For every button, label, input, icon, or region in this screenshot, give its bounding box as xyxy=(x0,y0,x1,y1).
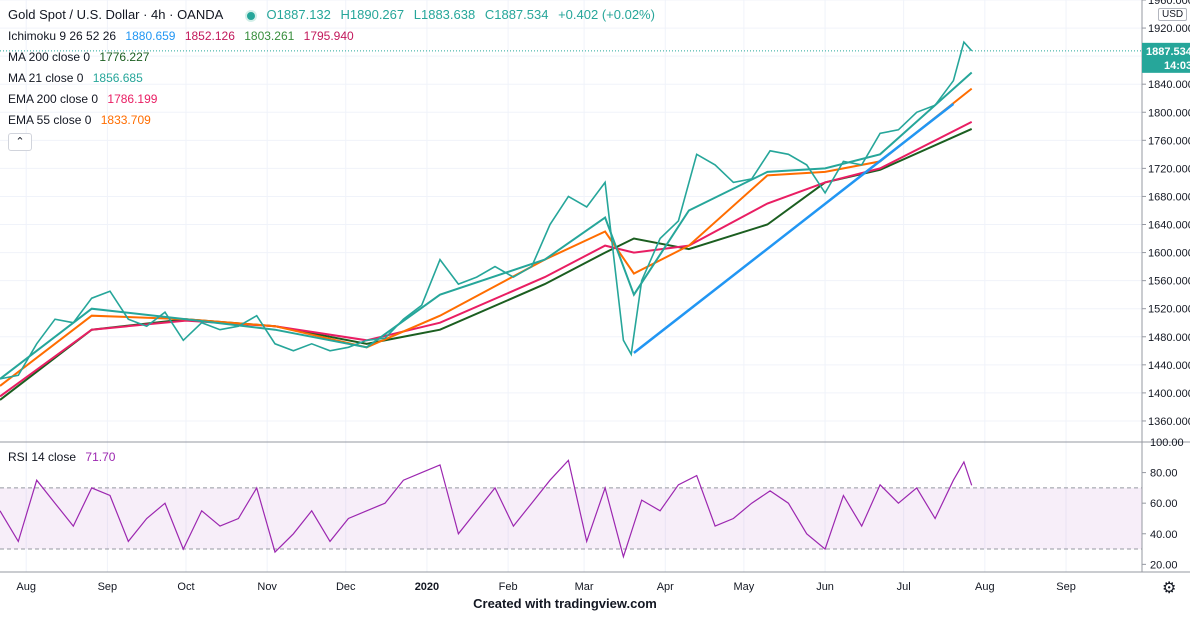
price-tick-label: 1960.000 xyxy=(1148,0,1190,7)
price-tick-label: 1840.000 xyxy=(1148,79,1190,91)
price-tick-label: 1640.000 xyxy=(1148,220,1190,232)
ohlc-low: L1883.638 xyxy=(413,7,476,22)
legend-rsi[interactable]: RSI 14 close 71.70 xyxy=(8,450,121,464)
ema200-label: EMA 200 close 0 xyxy=(8,92,99,106)
time-tick-label: Sep xyxy=(98,581,118,593)
ma200-value: 1776.227 xyxy=(99,50,150,64)
ma-line-ma-200-close-0 xyxy=(0,127,973,401)
ma21-label: MA 21 close 0 xyxy=(8,71,84,85)
price-tick-label: 1680.000 xyxy=(1148,191,1190,203)
legend-ma21[interactable]: MA 21 close 0 1856.685 xyxy=(8,71,149,85)
legend-ema200[interactable]: EMA 200 close 0 1786.199 xyxy=(8,92,163,106)
ma-line-ema-200-close-0 xyxy=(0,121,973,398)
legend-ma200[interactable]: MA 200 close 0 1776.227 xyxy=(8,50,155,64)
price-series-line xyxy=(0,40,973,380)
ema55-value: 1833.709 xyxy=(100,113,151,127)
currency-label[interactable]: USD xyxy=(1158,8,1188,21)
ema200-value: 1786.199 xyxy=(107,92,158,106)
rsi-tick-label: 20.00 xyxy=(1150,559,1178,571)
legend-ema55[interactable]: EMA 55 close 0 1833.709 xyxy=(8,113,157,127)
price-tick-label: 1760.000 xyxy=(1148,135,1190,147)
market-status-dot xyxy=(244,9,257,22)
ma-line-ema-55-close-0 xyxy=(0,87,973,387)
price-tick-label: 1720.000 xyxy=(1148,163,1190,175)
time-tick-label: Apr xyxy=(657,581,674,593)
price-tick-label: 1920.000 xyxy=(1148,23,1190,35)
time-axis[interactable]: Aug Sep Oct Nov Dec 2020 Feb Mar Apr May Jun Jul Aug… xyxy=(16,581,1075,593)
time-tick-label: Aug xyxy=(975,581,995,593)
last-price-value: 1887.534 xyxy=(1146,46,1190,58)
time-tick-label: Jun xyxy=(816,581,834,593)
time-tick-label: May xyxy=(733,581,754,593)
rsi-tick-label: 40.00 xyxy=(1150,529,1178,541)
footer-credit: Created with tradingview.com xyxy=(473,596,657,611)
ma-line-ma-21-close-0 xyxy=(0,71,973,380)
ichimoku-label: Ichimoku 9 26 52 26 xyxy=(8,29,117,43)
ohlc-open: O1887.132 xyxy=(266,7,331,22)
time-tick-label: Nov xyxy=(257,581,277,593)
rsi-tick-label: 60.00 xyxy=(1150,498,1178,510)
price-tick-label: 1520.000 xyxy=(1148,304,1190,316)
ichimoku-value-4: 1795.940 xyxy=(303,29,354,43)
rsi-tick-label: 80.00 xyxy=(1150,468,1178,480)
time-tick-label: Mar xyxy=(575,581,594,593)
chart-title-row: Gold Spot / U.S. Dollar · 4h · OANDA O18… xyxy=(8,7,661,22)
ohlc-close: C1887.534 xyxy=(484,7,549,22)
price-tick-label: 1400.000 xyxy=(1148,388,1190,400)
rsi-label: RSI 14 close xyxy=(8,450,77,464)
rsi-band-lines xyxy=(0,487,1142,550)
time-tick-label: Jul xyxy=(897,581,911,593)
ichimoku-value-2: 1852.126 xyxy=(184,29,235,43)
price-tick-label: 1480.000 xyxy=(1148,332,1190,344)
rsi-axis[interactable]: 20.00 40.00 60.00 80.00 100.00 xyxy=(1142,437,1184,571)
moving-average-lines xyxy=(0,71,973,401)
time-tick-label: Dec xyxy=(336,581,356,593)
symbol-title[interactable]: Gold Spot / U.S. Dollar · 4h · OANDA xyxy=(8,7,224,22)
rsi-band xyxy=(0,487,1142,550)
price-tick-label: 1600.000 xyxy=(1148,248,1190,260)
time-tick-label: 2020 xyxy=(415,581,439,593)
time-tick-label: Sep xyxy=(1056,581,1076,593)
rsi-value: 71.70 xyxy=(85,450,116,464)
ichimoku-value-1: 1880.659 xyxy=(125,29,176,43)
ohlc-high: H1890.267 xyxy=(340,7,405,22)
collapse-legend-button[interactable]: ⌃ xyxy=(8,133,32,151)
legend-ichimoku[interactable]: Ichimoku 9 26 52 26 1880.659 1852.126 18… xyxy=(8,29,360,43)
last-price-tag-bg xyxy=(1142,42,1190,73)
rsi-tick-label: 100.00 xyxy=(1150,437,1184,449)
bar-countdown: 14:03 xyxy=(1164,60,1190,72)
last-price-tag: 1887.534 14:03 xyxy=(1142,42,1190,73)
rsi-pane-grid xyxy=(25,442,1067,572)
ma21-value: 1856.685 xyxy=(92,71,143,85)
price-tick-label: 1560.000 xyxy=(1148,276,1190,288)
rsi-line xyxy=(0,459,973,559)
price-tick-label: 1440.000 xyxy=(1148,360,1190,372)
time-tick-label: Feb xyxy=(499,581,518,593)
time-tick-label: Aug xyxy=(16,581,36,593)
price-tick-label: 1800.000 xyxy=(1148,107,1190,119)
gear-icon[interactable]: ⚙ xyxy=(1162,580,1177,597)
ema55-label: EMA 55 close 0 xyxy=(8,113,92,127)
ma200-label: MA 200 close 0 xyxy=(8,50,91,64)
trendline[interactable] xyxy=(633,102,955,354)
ohlc-change: +0.402 (+0.02%) xyxy=(558,7,655,22)
main-pane-grid xyxy=(0,0,1142,442)
ichimoku-value-3: 1803.261 xyxy=(244,29,295,43)
price-tick-label: 1360.000 xyxy=(1148,416,1190,428)
time-tick-label: Oct xyxy=(177,581,194,593)
